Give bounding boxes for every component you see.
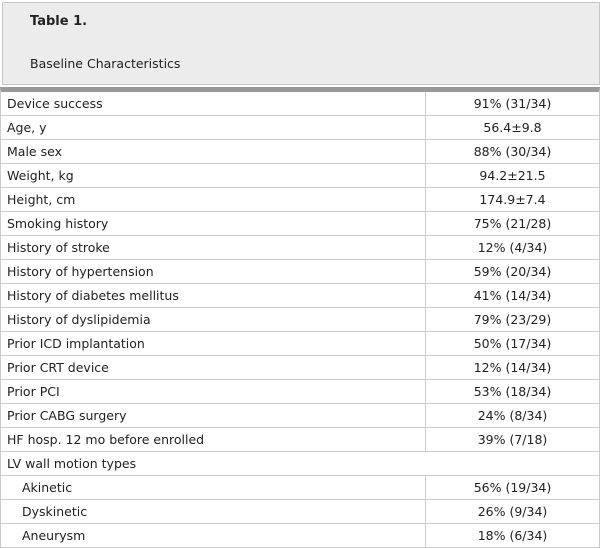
row-value: 41% (14/34) xyxy=(473,288,552,303)
table-title: Table 1. xyxy=(30,14,88,29)
table-row: Dyskinetic 26% (9/34) xyxy=(1,500,599,524)
row-label: Prior ICD implantation xyxy=(1,332,426,355)
row-value: 174.9±7.4 xyxy=(479,192,546,207)
table-row: Smoking history 75% (21/28) xyxy=(1,212,599,236)
table-row: Aneurysm 18% (6/34) xyxy=(1,524,599,548)
row-label: LV wall motion types xyxy=(7,456,137,471)
row-label: History of hypertension xyxy=(1,260,426,283)
row-label: HF hosp. 12 mo before enrolled xyxy=(1,428,426,451)
table-subtitle: Baseline Characteristics xyxy=(30,56,181,71)
row-label: Aneurysm xyxy=(1,524,426,547)
row-value: 79% (23/29) xyxy=(473,312,552,327)
table-row: HF hosp. 12 mo before enrolled 39% (7/18) xyxy=(1,428,599,452)
table-row: Prior CABG surgery 24% (8/34) xyxy=(1,404,599,428)
row-label: Smoking history xyxy=(1,212,426,235)
table-row: Akinetic 56% (19/34) xyxy=(1,476,599,500)
row-label: Height, cm xyxy=(1,188,426,211)
table-row: History of diabetes mellitus 41% (14/34) xyxy=(1,284,599,308)
table-row: History of stroke 12% (4/34) xyxy=(1,236,599,260)
table-row: History of hypertension 59% (20/34) xyxy=(1,260,599,284)
row-value: 39% (7/18) xyxy=(477,432,548,447)
row-value: 53% (18/34) xyxy=(473,384,552,399)
table-row: Prior ICD implantation 50% (17/34) xyxy=(1,332,599,356)
table-row: Age, y 56.4±9.8 xyxy=(1,116,599,140)
row-label: History of diabetes mellitus xyxy=(1,284,426,307)
row-label: History of stroke xyxy=(1,236,426,259)
row-value: 91% (31/34) xyxy=(473,96,552,111)
row-value: 56.4±9.8 xyxy=(483,120,542,135)
row-label: Device success xyxy=(1,92,426,115)
baseline-characteristics-table: Device success 91% (31/34) Age, y 56.4±9.8 M… xyxy=(0,87,600,548)
row-value: 88% (30/34) xyxy=(473,144,552,159)
row-label: Male sex xyxy=(1,140,426,163)
row-value: 24% (8/34) xyxy=(477,408,548,423)
row-label: Age, y xyxy=(1,116,426,139)
row-label: Weight, kg xyxy=(1,164,426,187)
row-value: 18% (6/34) xyxy=(477,528,548,543)
row-label: Prior CRT device xyxy=(1,356,426,379)
table-row: Weight, kg 94.2±21.5 xyxy=(1,164,599,188)
row-value: 59% (20/34) xyxy=(473,264,552,279)
row-value: 75% (21/28) xyxy=(473,216,552,231)
table-row: History of dyslipidemia 79% (23/29) xyxy=(1,308,599,332)
row-value: 12% (14/34) xyxy=(473,360,552,375)
row-label: Prior CABG surgery xyxy=(1,404,426,427)
table-row: Height, cm 174.9±7.4 xyxy=(1,188,599,212)
table-row: Prior CRT device 12% (14/34) xyxy=(1,356,599,380)
row-value: 56% (19/34) xyxy=(473,480,552,495)
table-row: LV wall motion types xyxy=(1,452,599,476)
row-label: Dyskinetic xyxy=(1,500,426,523)
row-value: 94.2±21.5 xyxy=(479,168,546,183)
row-label: Akinetic xyxy=(1,476,426,499)
table-row: Device success 91% (31/34) xyxy=(1,92,599,116)
row-value: 50% (17/34) xyxy=(473,336,552,351)
row-value: 12% (4/34) xyxy=(477,240,548,255)
table-header-card: Table 1. Baseline Characteristics xyxy=(2,2,600,85)
row-label: Prior PCI xyxy=(1,380,426,403)
row-value: 26% (9/34) xyxy=(477,504,548,519)
table-row: Male sex 88% (30/34) xyxy=(1,140,599,164)
row-label: History of dyslipidemia xyxy=(1,308,426,331)
table-row: Prior PCI 53% (18/34) xyxy=(1,380,599,404)
